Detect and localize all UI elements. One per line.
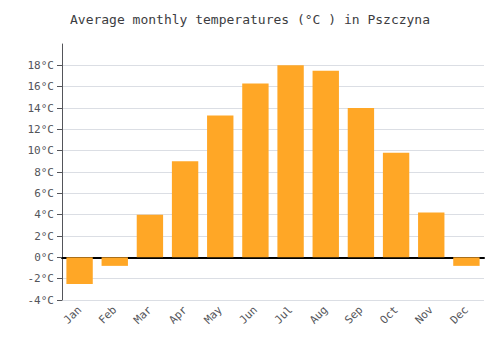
svg-text:6°C: 6°C xyxy=(34,187,54,200)
svg-text:May: May xyxy=(202,303,225,326)
svg-text:4°C: 4°C xyxy=(34,208,54,221)
svg-text:Jan: Jan xyxy=(61,303,84,326)
svg-text:10°C: 10°C xyxy=(28,144,55,157)
svg-text:Dec: Dec xyxy=(448,303,471,326)
svg-text:Mar: Mar xyxy=(131,303,154,326)
svg-text:8°C: 8°C xyxy=(34,166,54,179)
svg-text:Jul: Jul xyxy=(272,303,295,326)
svg-text:0°C: 0°C xyxy=(34,251,54,264)
svg-text:18°C: 18°C xyxy=(28,59,55,72)
svg-text:16°C: 16°C xyxy=(28,80,55,93)
svg-text:Jun: Jun xyxy=(237,303,260,326)
svg-text:-4°C: -4°C xyxy=(28,294,55,307)
svg-text:Apr: Apr xyxy=(166,303,189,326)
svg-text:Oct: Oct xyxy=(377,303,400,326)
svg-text:Feb: Feb xyxy=(96,303,119,326)
svg-text:Aug: Aug xyxy=(307,303,330,326)
svg-text:12°C: 12°C xyxy=(28,123,55,136)
svg-text:2°C: 2°C xyxy=(34,230,54,243)
svg-text:-2°C: -2°C xyxy=(28,272,55,285)
svg-text:Average monthly temperatures (: Average monthly temperatures (°C ) in Ps… xyxy=(70,12,430,27)
svg-text:14°C: 14°C xyxy=(28,102,55,115)
svg-text:Sep: Sep xyxy=(342,303,365,326)
svg-text:Nov: Nov xyxy=(413,303,436,326)
